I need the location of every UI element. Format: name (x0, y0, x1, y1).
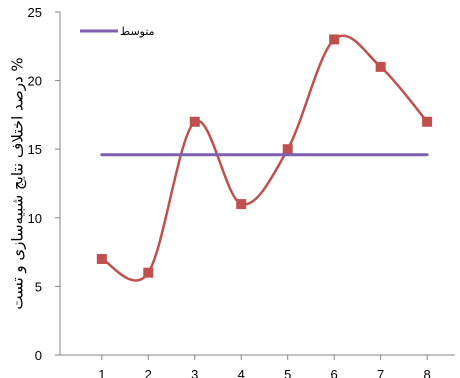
data-point (96, 253, 107, 264)
y-tick-label: 0 (35, 348, 42, 363)
y-tick-label: 5 (35, 279, 42, 294)
x-tick-label: 7 (377, 367, 384, 378)
y-tick-label: 15 (28, 142, 42, 157)
data-line (100, 34, 429, 282)
x-tick-label: 4 (238, 367, 245, 378)
data-point (375, 61, 386, 72)
legend-label: متوسط (120, 25, 155, 38)
y-tick-label: 20 (28, 74, 42, 89)
data-point (143, 267, 154, 278)
y-tick-label: 25 (28, 5, 42, 20)
x-tick-label: 1 (98, 367, 105, 378)
data-point (189, 116, 200, 127)
x-tick-label: 6 (331, 367, 338, 378)
x-tick-label: 2 (145, 367, 152, 378)
data-point (422, 116, 433, 127)
x-tick-label: 5 (284, 367, 291, 378)
y-axis-title: درصد اختلاف نتایج شبیه‌سازی و تست % (9, 57, 27, 309)
data-point (282, 144, 293, 155)
y-tick-label: 10 (28, 211, 42, 226)
x-tick-label: 3 (191, 367, 198, 378)
x-tick-label: 8 (424, 367, 431, 378)
series-0 (96, 34, 433, 282)
legend: متوسط (80, 25, 155, 38)
data-point (329, 34, 340, 45)
series-layer (96, 34, 433, 282)
data-point (236, 199, 247, 210)
axes: 0 5 10 15 20 25 1 2 3 4 5 6 7 8 (28, 5, 455, 378)
